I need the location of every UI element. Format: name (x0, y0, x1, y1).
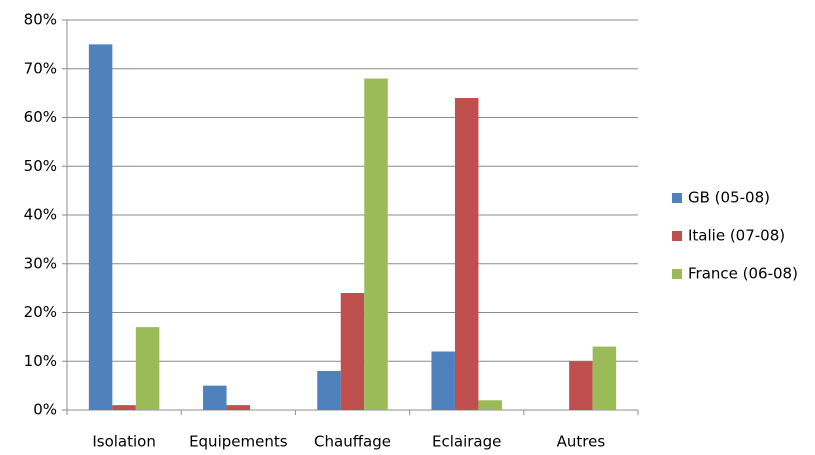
bar (340, 293, 365, 410)
y-tick-label: 30% (24, 254, 57, 272)
y-tick-label: 50% (24, 157, 57, 175)
y-tick-label: 0% (33, 401, 57, 419)
bar (88, 44, 113, 410)
bar (431, 351, 455, 410)
y-tick-label: 10% (24, 352, 57, 370)
bar (112, 405, 136, 410)
x-tick-label: Equipements (189, 433, 288, 451)
y-tick-label: 60% (24, 108, 57, 126)
legend-label: Italie (07-08) (688, 227, 785, 245)
bar (592, 346, 617, 410)
y-tick-label: 80% (24, 11, 57, 29)
bar (364, 78, 388, 410)
y-tick-label: 70% (24, 59, 57, 77)
y-tick-label: 20% (24, 303, 57, 321)
bar (135, 327, 160, 410)
bar (569, 361, 593, 410)
legend-swatch (672, 193, 682, 203)
legend-swatch (672, 231, 682, 241)
x-tick-label: Autres (557, 433, 606, 451)
x-tick-label: Isolation (92, 433, 156, 451)
legend-label: France (06-08) (688, 265, 798, 283)
bar (203, 385, 227, 410)
x-tick-label: Eclairage (432, 433, 501, 451)
legend-label: GB (05-08) (688, 189, 770, 207)
bar (478, 400, 502, 410)
legend-swatch (672, 269, 682, 279)
bar (317, 371, 341, 410)
bar (226, 405, 251, 410)
y-tick-label: 40% (24, 206, 57, 224)
x-tick-label: Chauffage (314, 433, 391, 451)
bar (454, 98, 479, 410)
